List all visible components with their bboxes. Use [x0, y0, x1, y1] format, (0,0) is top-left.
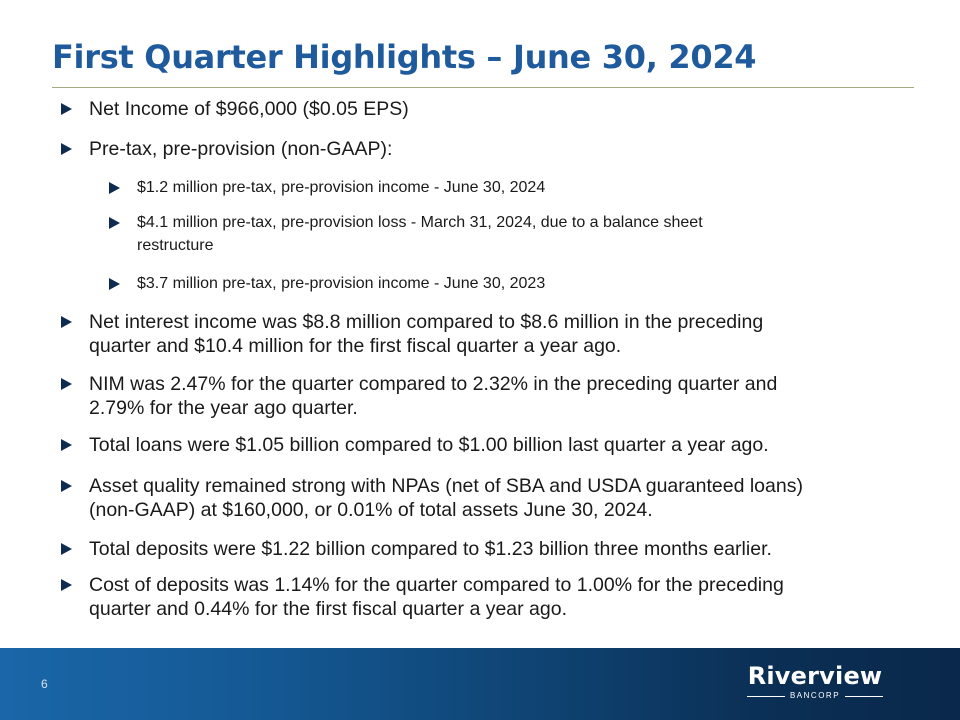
bullet-arrow-icon [61, 378, 72, 390]
bullet-text-line: Total deposits were $1.22 billion compar… [89, 538, 772, 560]
sub-bullet-item: $3.7 million pre-tax, pre-provision inco… [137, 272, 545, 295]
bullet-arrow-icon [109, 182, 120, 194]
sub-bullet-item: $4.1 million pre-tax, pre-provision loss… [137, 211, 703, 257]
sub-bullet-item: $1.2 million pre-tax, pre-provision inco… [137, 176, 545, 199]
bullet-item: Cost of deposits was 1.14% for the quart… [89, 573, 784, 621]
bullet-text-line: (non-GAAP) at $160,000, or 0.01% of tota… [89, 499, 653, 521]
bullet-arrow-icon [61, 543, 72, 555]
logo-rule-left [747, 696, 785, 697]
bullet-arrow-icon [109, 217, 120, 229]
bullet-item: NIM was 2.47% for the quarter compared t… [89, 372, 777, 420]
bullet-arrow-icon [61, 103, 72, 115]
bullet-item: Total loans were $1.05 billion compared … [89, 433, 769, 457]
bullet-item: Total deposits were $1.22 billion compar… [89, 537, 772, 561]
bullet-text-line: Total loans were $1.05 billion compared … [89, 434, 769, 456]
logo-wordmark: Riverview [747, 662, 883, 690]
bullet-text-line: Asset quality remained strong with NPAs … [89, 475, 803, 497]
bullet-item: Pre-tax, pre-provision (non-GAAP): [89, 137, 392, 161]
bullet-text-line: Net interest income was $8.8 million com… [89, 311, 764, 333]
bullet-text-line: NIM was 2.47% for the quarter compared t… [89, 373, 778, 395]
riverview-logo: Riverview BANCORP [745, 662, 885, 706]
bullet-text-line: restructure [137, 237, 214, 254]
bullet-arrow-icon [109, 278, 120, 290]
bullet-text-line: Pre-tax, pre-provision (non-GAAP): [89, 138, 393, 160]
bullet-text-line: $1.2 million pre-tax, pre-provision inco… [137, 179, 546, 196]
logo-tagline: BANCORP [789, 691, 841, 700]
slide-title: First Quarter Highlights – June 30, 2024 [52, 38, 757, 76]
footer-bar [0, 648, 960, 720]
bullet-item: Net Income of $966,000 ($0.05 EPS) [89, 97, 409, 121]
bullet-text-line: $3.7 million pre-tax, pre-provision inco… [137, 275, 546, 292]
bullet-text-line: quarter and $10.4 million for the first … [89, 335, 622, 357]
bullet-arrow-icon [61, 316, 72, 328]
bullet-arrow-icon [61, 439, 72, 451]
bullet-text-line: Net Income of $966,000 ($0.05 EPS) [89, 98, 409, 120]
bullet-text-line: 2.79% for the year ago quarter. [89, 397, 358, 419]
bullet-arrow-icon [61, 143, 72, 155]
bullet-item: Asset quality remained strong with NPAs … [89, 474, 803, 522]
bullet-text-line: Cost of deposits was 1.14% for the quart… [89, 574, 784, 596]
title-divider [52, 87, 914, 88]
logo-rule-right [845, 696, 883, 697]
bullet-text-line: $4.1 million pre-tax, pre-provision loss… [137, 214, 703, 231]
bullet-arrow-icon [61, 480, 72, 492]
bullet-text-line: quarter and 0.44% for the first fiscal q… [89, 598, 568, 620]
bullet-arrow-icon [61, 579, 72, 591]
bullet-item: Net interest income was $8.8 million com… [89, 310, 763, 358]
page-number: 6 [41, 677, 48, 691]
